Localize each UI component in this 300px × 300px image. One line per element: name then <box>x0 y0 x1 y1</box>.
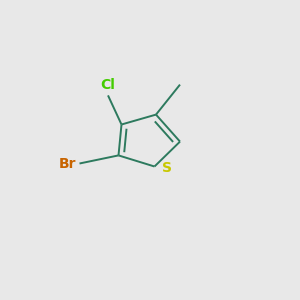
Text: Cl: Cl <box>100 78 116 92</box>
Text: Br: Br <box>59 157 76 170</box>
Text: S: S <box>162 161 172 175</box>
